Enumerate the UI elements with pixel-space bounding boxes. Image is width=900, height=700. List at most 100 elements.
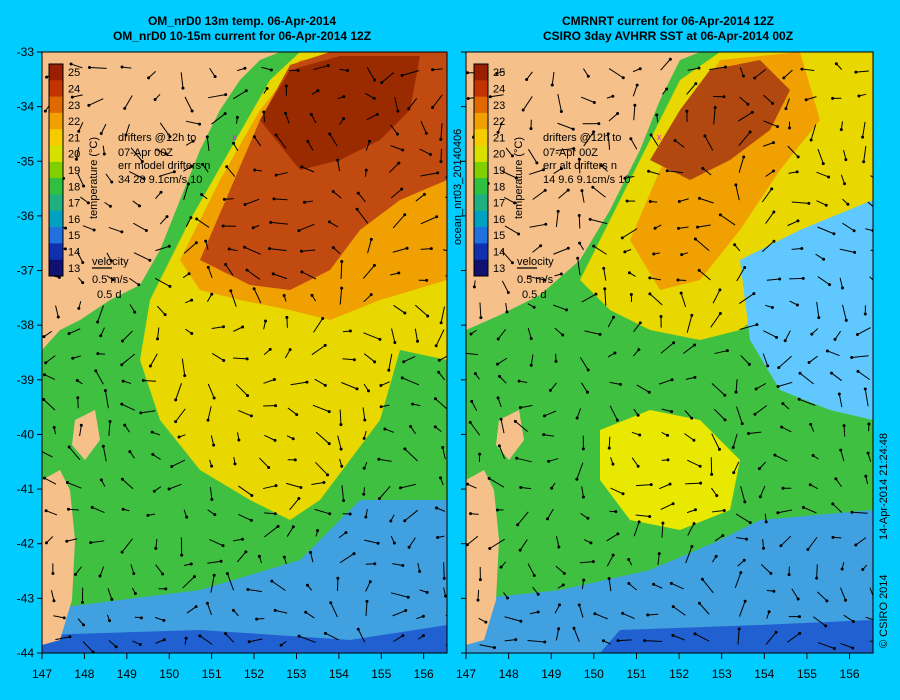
current-vector-head-right (856, 369, 860, 373)
current-vector-head-right (647, 390, 651, 394)
current-vector-right (630, 138, 638, 150)
current-vector-left (159, 171, 175, 177)
current-vector-left (440, 123, 443, 140)
current-vector-head-left (244, 550, 248, 554)
current-vector-head-left (241, 325, 245, 329)
current-vector-left (156, 305, 166, 316)
current-vector-head-left (380, 81, 384, 85)
current-vector-right (765, 170, 774, 177)
current-vector-head-right (801, 505, 805, 509)
current-vector-head-left (219, 559, 223, 563)
current-vector-left (391, 328, 396, 343)
current-vector-left (55, 305, 59, 318)
current-vector-head-left (436, 171, 440, 175)
current-vector-right (762, 142, 774, 147)
current-vector-left (286, 482, 302, 488)
current-vector-head-right (518, 548, 522, 552)
current-vector-head-left (210, 497, 214, 501)
current-vector-head-left (293, 458, 297, 462)
current-vector-left (155, 639, 165, 644)
current-vector-head-left (51, 572, 55, 576)
current-vector-right (760, 564, 772, 574)
colorbar-left-tick: 23 (68, 100, 80, 112)
current-vector-head-right (556, 209, 560, 213)
current-vector-right (738, 131, 751, 147)
x-tick-label-right: 153 (712, 667, 732, 681)
current-vector-head-right (616, 532, 620, 536)
current-vector-head-left (438, 476, 442, 480)
current-vector-head-left (190, 164, 194, 168)
current-vector-left (107, 588, 113, 600)
current-vector-head-right (717, 447, 721, 451)
current-vector-head-right (692, 522, 696, 526)
current-vector-right (609, 381, 621, 385)
current-vector-head-left (108, 419, 112, 423)
current-vector-head-left (195, 217, 199, 221)
current-vector-left (42, 451, 53, 458)
x-tick-label-right: 156 (840, 667, 860, 681)
current-vector-right (798, 398, 816, 406)
current-vector-head-left (437, 370, 441, 374)
current-vector-head-left (190, 109, 194, 113)
colorbar-left-swatch (49, 80, 63, 98)
current-vector-head-right (748, 130, 752, 134)
current-vector-right (516, 457, 532, 463)
current-vector-head-right (753, 76, 757, 80)
current-vector-head-left (456, 645, 459, 648)
current-vector-head-left (240, 537, 244, 541)
current-vector-left (210, 435, 215, 446)
current-vector-head-right (731, 445, 735, 449)
current-vector-right (840, 587, 847, 601)
current-vector-right (520, 486, 532, 490)
current-vector-head-left (42, 398, 46, 402)
current-vector-head-right (875, 208, 878, 211)
current-vector-left (253, 136, 262, 147)
current-vector-head-right (559, 109, 563, 113)
current-vector-head-left (64, 226, 68, 230)
y-tick-label-left: -37 (17, 264, 35, 278)
current-vector-left (313, 318, 324, 333)
colorbar-right-tick: 23 (493, 100, 505, 112)
current-vector-left (225, 264, 234, 276)
current-vector-right (622, 612, 635, 620)
current-vector-head-right (822, 257, 826, 261)
current-vector-head-left (246, 394, 250, 398)
current-vector-left (313, 65, 329, 71)
current-vector-left (432, 94, 443, 108)
current-vector-head-left (395, 132, 399, 136)
current-vector-right (607, 133, 611, 150)
current-vector-head-right (874, 600, 877, 603)
drifter-note-left-line1: drifters @12h to (118, 132, 196, 144)
current-vector-right (551, 71, 555, 86)
current-vector-head-right (834, 477, 838, 481)
current-vector-head-right (479, 316, 483, 320)
current-vector-head-left (327, 220, 331, 224)
current-vector-head-right (798, 371, 802, 375)
current-vector-head-right (693, 375, 697, 379)
current-vector-head-right (741, 74, 745, 78)
current-vector-head-left (272, 378, 276, 382)
current-vector-head-right (652, 252, 656, 256)
current-vector-head-left (411, 402, 415, 406)
current-vector-right (713, 107, 716, 125)
current-vector-head-left (379, 405, 383, 409)
current-vector-head-right (788, 126, 792, 130)
current-vector-left (445, 275, 447, 277)
current-vector-right (501, 170, 517, 179)
tasmania-left (42, 470, 75, 645)
current-vector-right (501, 280, 509, 293)
current-vector-left (210, 575, 215, 593)
current-vector-head-left (282, 293, 286, 297)
current-vector-head-left (398, 486, 402, 490)
current-vector-head-right (462, 352, 465, 355)
current-vector-left (207, 560, 222, 564)
sst-south-right (466, 510, 873, 653)
current-vector-head-left (404, 609, 408, 613)
current-vector-head-left (120, 230, 124, 234)
current-vector-head-right (613, 351, 617, 355)
current-vector-right (711, 433, 720, 450)
current-vector-head-right (766, 364, 770, 368)
current-vector-head-left (168, 135, 172, 139)
current-vector-left (364, 539, 379, 544)
current-vector-right (851, 355, 869, 359)
